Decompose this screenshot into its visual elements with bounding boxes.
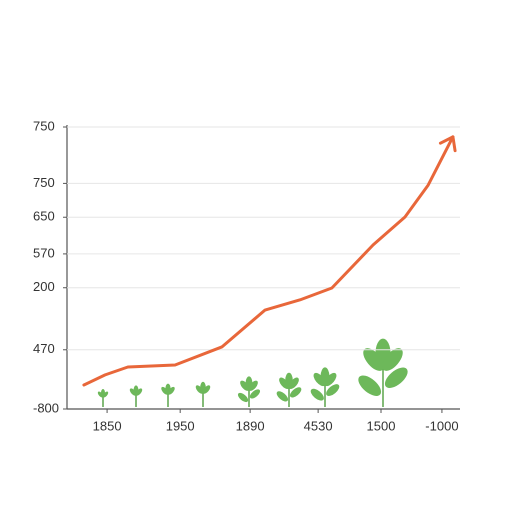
y-tick-label: 750 [33, 175, 55, 190]
plant-leaf [167, 386, 175, 395]
plant-leaf [384, 367, 408, 388]
plant-leaf [313, 372, 326, 387]
plant-leaf [248, 380, 258, 391]
y-tick-label: 650 [33, 209, 55, 224]
x-tick-label: -1000 [425, 418, 458, 433]
x-tick-label: 1850 [93, 418, 122, 433]
plant-leaf [279, 377, 290, 389]
plant-leaf [102, 391, 109, 398]
y-tick-label: 470 [33, 341, 55, 356]
x-tick-label: 1500 [367, 418, 396, 433]
y-tick-label: -800 [33, 400, 59, 415]
plant-leaf [237, 392, 249, 403]
plant-leaf [97, 391, 104, 398]
plant-leaf [240, 380, 250, 391]
plant-leaf [195, 385, 204, 394]
plant-leaf [363, 348, 384, 371]
plant-leaf [249, 389, 261, 399]
data-line [82, 135, 455, 387]
x-tick-label: 1890 [236, 418, 265, 433]
plant-leaf [324, 372, 337, 387]
plant-leaf [202, 385, 211, 394]
plant-leaf [382, 348, 403, 371]
plant-leaf [289, 387, 302, 398]
plant-leaf [358, 375, 382, 396]
plant-leaf [129, 388, 137, 396]
y-tick-label: 200 [33, 279, 55, 294]
y-tick-label: 570 [33, 245, 55, 260]
plant-leaf [288, 377, 299, 389]
plant-leaf [161, 386, 169, 395]
plant-leaf [135, 388, 143, 396]
arrow-head [438, 135, 457, 153]
x-tick-label: 1950 [166, 418, 195, 433]
plant-leaf [276, 391, 289, 402]
x-tick-label: 4530 [304, 418, 333, 433]
plant-leaf [310, 388, 324, 401]
y-tick-label: 750 [33, 118, 55, 133]
plant-illustrations [97, 338, 408, 407]
plant-leaf [326, 384, 340, 396]
